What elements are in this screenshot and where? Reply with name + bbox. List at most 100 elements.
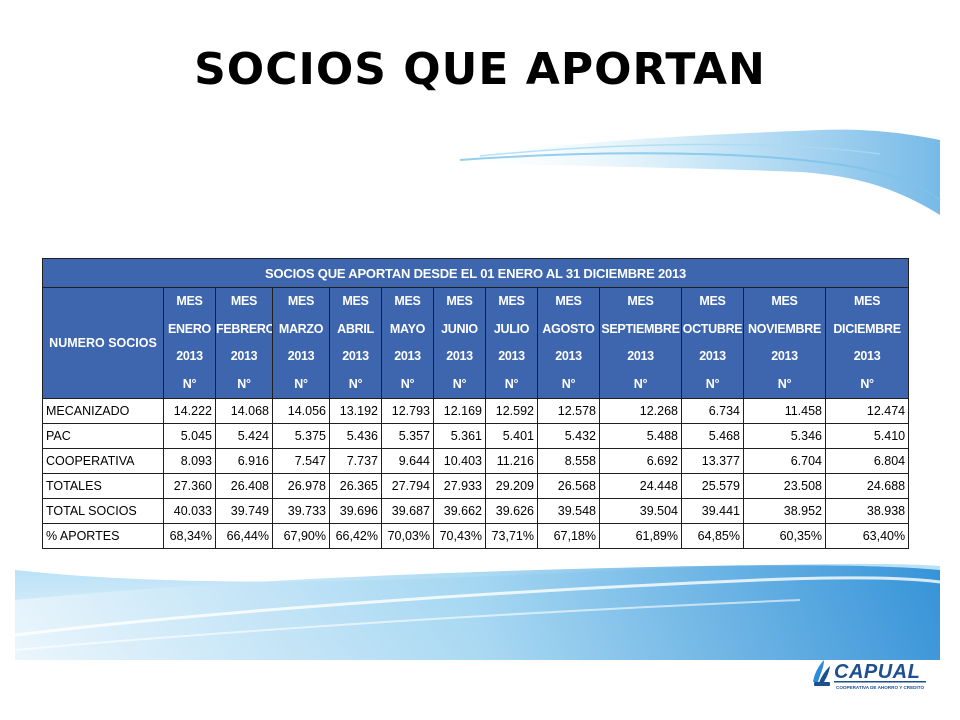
month-header-line: N° <box>561 376 576 391</box>
table-cell: 5.361 <box>433 423 486 449</box>
row-label: TOTALES <box>42 473 164 499</box>
table-cell: 27.360 <box>163 473 216 499</box>
table-cell: 14.222 <box>163 398 216 424</box>
month-header-line: 2013 <box>555 349 582 363</box>
table-cell: 5.436 <box>329 423 382 449</box>
table-cell: 60,35% <box>743 523 826 549</box>
month-header-line: N° <box>777 376 792 391</box>
table-cell: 25.579 <box>681 473 744 499</box>
month-header-line: N° <box>504 376 519 391</box>
month-header-line: DICIEMBRE <box>833 321 901 336</box>
month-header-line: FEBRERO <box>216 321 273 336</box>
month-header-line: MES <box>176 294 203 308</box>
month-column-header: MES SEPTIEMBRE 2013 N° <box>599 287 682 399</box>
table-cell: 12.592 <box>485 398 538 424</box>
month-header-line: N° <box>633 376 648 391</box>
table-cell: 29.209 <box>485 473 538 499</box>
table-cell: 14.056 <box>272 398 330 424</box>
table-cell: 27.794 <box>381 473 434 499</box>
table-cell: 5.375 <box>272 423 330 449</box>
table-cell: 6.704 <box>743 448 826 474</box>
table-cell: 12.268 <box>599 398 682 424</box>
socios-table: SOCIOS QUE APORTAN DESDE EL 01 ENERO AL … <box>41 258 910 549</box>
month-header-line: 2013 <box>627 349 654 363</box>
table-cell: 66,42% <box>329 523 382 549</box>
table-cell: 66,44% <box>215 523 273 549</box>
table-cell: 5.468 <box>681 423 744 449</box>
capual-logo: CAPUAL COOPERATIVA DE AHORRO Y CREDITO <box>810 656 930 692</box>
table-cell: 5.045 <box>163 423 216 449</box>
table-cell: 38.938 <box>824 498 910 524</box>
table-cell: 5.410 <box>824 423 910 449</box>
row-label: TOTAL SOCIOS <box>42 498 164 524</box>
table-cell: 39.504 <box>599 498 682 524</box>
socios-table-container: SOCIOS QUE APORTAN DESDE EL 01 ENERO AL … <box>41 258 910 549</box>
table-cell: 39.662 <box>433 498 486 524</box>
table-cell: 13.192 <box>329 398 382 424</box>
month-column-header: MES NOVIEMBRE 2013 N° <box>743 287 826 399</box>
month-column-header: MES MARZO 2013 N° <box>272 287 330 399</box>
month-header-line: 2013 <box>342 349 369 363</box>
table-cell: 27.933 <box>433 473 486 499</box>
month-header-line: NOVIEMBRE <box>747 321 821 336</box>
row-header-label: NUMERO SOCIOS <box>42 287 164 399</box>
table-cell: 68,34% <box>163 523 216 549</box>
table-cell: 7.547 <box>272 448 330 474</box>
slide-title: SOCIOS QUE APORTAN <box>194 44 766 95</box>
month-header-line: 2013 <box>853 349 881 363</box>
table-cell: 11.216 <box>485 448 538 474</box>
table-cell: 40.033 <box>163 498 216 524</box>
table-cell: 24.448 <box>599 473 682 499</box>
month-header-line: 2013 <box>771 349 798 363</box>
table-cell: 6.692 <box>599 448 682 474</box>
table-cell: 12.793 <box>381 398 434 424</box>
table-cell: 39.696 <box>329 498 382 524</box>
table-cell: 39.441 <box>681 498 744 524</box>
month-header-line: N° <box>237 376 251 391</box>
table-cell: 39.687 <box>381 498 434 524</box>
table-cell: 61,89% <box>599 523 682 549</box>
month-header-line: OCTUBRE <box>682 321 743 336</box>
month-header-line: ABRIL <box>337 321 374 336</box>
svg-text:CAPUAL: CAPUAL <box>834 661 920 683</box>
table-cell: 39.749 <box>215 498 273 524</box>
table-cell: 5.488 <box>599 423 682 449</box>
month-header-line: MES <box>342 294 369 308</box>
month-header-line: MES <box>853 294 881 308</box>
month-header-line: N° <box>294 376 308 391</box>
table-cell: 39.548 <box>537 498 600 524</box>
month-header-line: JULIO <box>493 321 530 336</box>
table-cell: 8.093 <box>163 448 216 474</box>
month-header-line: 2013 <box>230 349 258 363</box>
table-row: MECANIZADO 14.222 14.068 14.056 13.192 12.793… <box>42 398 910 424</box>
table-cell: 70,03% <box>381 523 434 549</box>
table-cell: 73,71% <box>485 523 538 549</box>
table-cell: 8.558 <box>537 448 600 474</box>
month-header-line: N° <box>860 376 874 391</box>
month-column-header: MES MAYO 2013 N° <box>381 287 434 399</box>
table-cell: 24.688 <box>824 473 910 499</box>
month-header-line: ENERO <box>168 321 211 336</box>
table-cell: 5.346 <box>743 423 826 449</box>
table-cell: 11.458 <box>743 398 826 424</box>
month-header-line: MES <box>699 294 726 308</box>
table-cell: 6.734 <box>681 398 744 424</box>
table-row: PAC 5.045 5.424 5.375 5.436 5.357 5.361 5.401 5.… <box>42 423 910 449</box>
month-column-header: MES OCTUBRE 2013 N° <box>681 287 744 399</box>
table-row: % APORTES 68,34% 66,44% 67,90% 66,42% 70,03% 7… <box>42 523 910 549</box>
month-header-line: MES <box>287 294 315 308</box>
month-column-header: MES DICIEMBRE 2013 N° <box>824 287 910 399</box>
table-row: TOTALES 27.360 26.408 26.978 26.365 27.794 27.… <box>42 473 910 499</box>
month-header-line: MES <box>230 294 258 308</box>
month-header-line: 2013 <box>699 349 726 363</box>
table-cell: 26.365 <box>329 473 382 499</box>
table-cell: 63,40% <box>824 523 910 549</box>
table-cell: 5.357 <box>381 423 434 449</box>
table-cell: 67,18% <box>537 523 600 549</box>
table-cell: 26.978 <box>272 473 330 499</box>
table-cell: 26.408 <box>215 473 273 499</box>
table-cell: 26.568 <box>537 473 600 499</box>
month-header-line: 2013 <box>498 349 525 363</box>
table-cell: 12.474 <box>824 398 910 424</box>
row-label: MECANIZADO <box>42 398 164 424</box>
